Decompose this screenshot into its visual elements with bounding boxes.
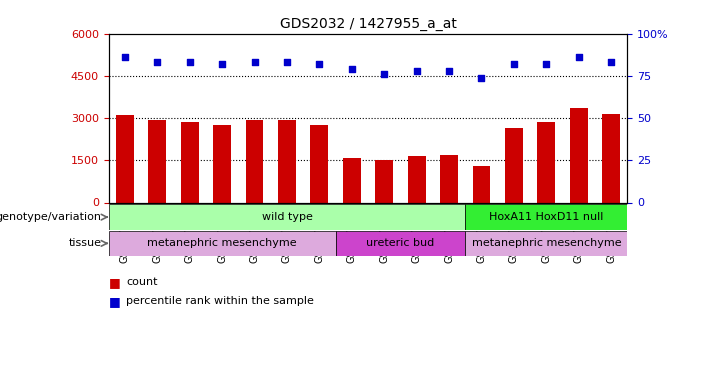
Text: metanephric mesenchyme: metanephric mesenchyme bbox=[472, 238, 621, 248]
Text: HoxA11 HoxD11 null: HoxA11 HoxD11 null bbox=[489, 212, 604, 222]
Point bbox=[119, 54, 130, 60]
Text: count: count bbox=[126, 278, 158, 287]
Bar bbox=[278, 120, 296, 202]
Text: ■: ■ bbox=[109, 295, 124, 307]
Text: percentile rank within the sample: percentile rank within the sample bbox=[126, 296, 314, 306]
Bar bbox=[213, 125, 231, 202]
Text: wild type: wild type bbox=[261, 212, 313, 222]
Text: tissue: tissue bbox=[69, 238, 102, 248]
Bar bbox=[116, 116, 134, 202]
Text: ureteric bud: ureteric bud bbox=[367, 238, 435, 248]
Bar bbox=[602, 114, 620, 202]
Bar bbox=[570, 108, 587, 202]
Bar bbox=[181, 122, 198, 202]
Bar bbox=[336, 231, 465, 256]
Bar bbox=[109, 204, 465, 230]
Point bbox=[249, 59, 260, 65]
Point bbox=[444, 68, 455, 74]
Bar bbox=[375, 160, 393, 202]
Point bbox=[346, 66, 358, 72]
Bar bbox=[245, 120, 264, 202]
Bar bbox=[343, 158, 361, 203]
Title: GDS2032 / 1427955_a_at: GDS2032 / 1427955_a_at bbox=[280, 17, 456, 32]
Point bbox=[508, 61, 519, 67]
Bar bbox=[149, 120, 166, 202]
Bar bbox=[465, 204, 627, 230]
Text: ■: ■ bbox=[109, 276, 124, 289]
Point bbox=[476, 75, 487, 81]
Bar bbox=[538, 122, 555, 202]
Point bbox=[606, 59, 617, 65]
Point bbox=[411, 68, 422, 74]
Text: genotype/variation: genotype/variation bbox=[0, 212, 102, 222]
Point bbox=[217, 61, 228, 67]
Bar bbox=[465, 231, 627, 256]
Bar bbox=[505, 128, 523, 202]
Point bbox=[151, 59, 163, 65]
Bar bbox=[109, 231, 336, 256]
Bar bbox=[311, 125, 328, 202]
Point bbox=[281, 59, 292, 65]
Bar bbox=[408, 156, 426, 203]
Point bbox=[379, 71, 390, 77]
Bar bbox=[472, 166, 491, 202]
Point bbox=[314, 61, 325, 67]
Point bbox=[573, 54, 585, 60]
Point bbox=[540, 61, 552, 67]
Text: metanephric mesenchyme: metanephric mesenchyme bbox=[147, 238, 297, 248]
Bar bbox=[440, 154, 458, 203]
Point bbox=[184, 59, 196, 65]
